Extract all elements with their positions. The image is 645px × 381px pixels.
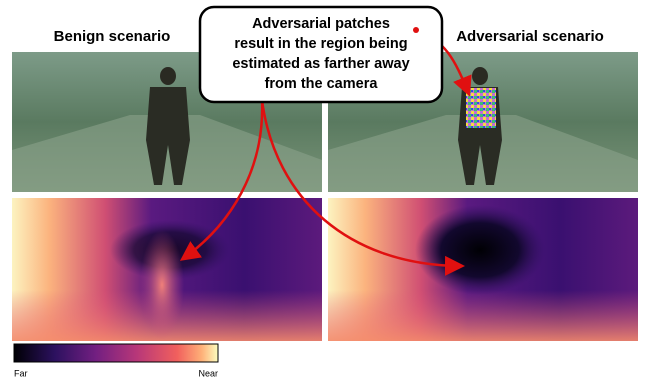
colorbar-label: Far — [14, 368, 28, 378]
figure: Benign scenario Adversarial scenario Far… — [0, 0, 645, 381]
adversarial-depth — [328, 198, 638, 341]
callout-line: estimated as farther away — [232, 56, 409, 72]
benign-depth — [12, 198, 322, 341]
callout-line: result in the region being — [234, 36, 407, 52]
callout-line: from the camera — [265, 76, 379, 92]
colorbar — [14, 344, 218, 362]
callout-line: Adversarial patches — [252, 16, 390, 32]
column-title: Adversarial scenario — [456, 28, 604, 45]
arrow-origin — [413, 27, 419, 33]
colorbar-label: Near — [198, 368, 218, 378]
column-title: Benign scenario — [54, 28, 171, 45]
